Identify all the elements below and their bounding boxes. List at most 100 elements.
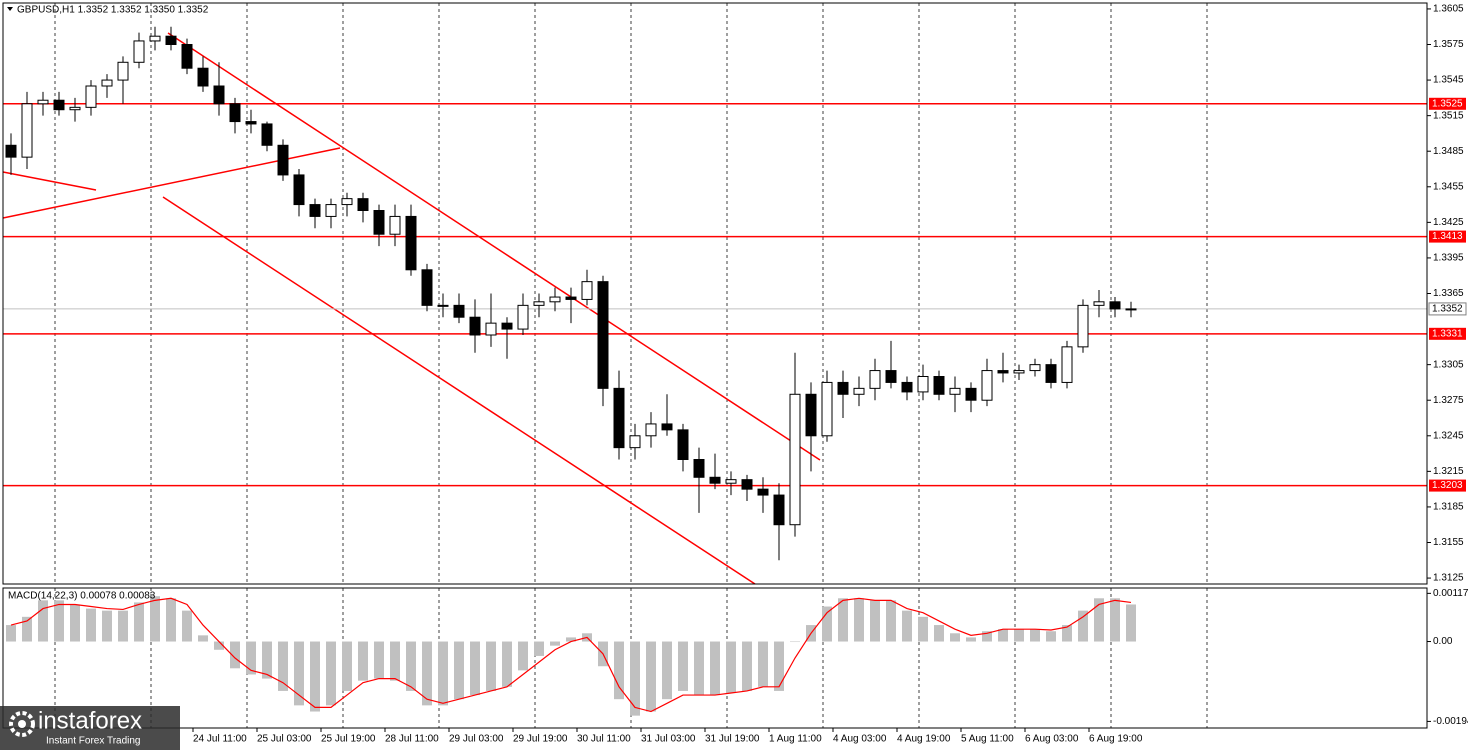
macd-bar — [614, 641, 624, 700]
candle-body — [405, 215, 417, 271]
candle-body — [693, 459, 705, 478]
macd-bar — [998, 629, 1008, 642]
candle-body — [229, 103, 241, 123]
candle-body — [533, 301, 545, 306]
candle-body — [965, 387, 977, 401]
candle-body — [21, 103, 33, 158]
candle-body — [565, 296, 577, 300]
candle-body — [869, 370, 881, 389]
y-tick-label: 1.3485 — [1433, 146, 1464, 157]
macd-bar — [198, 635, 208, 642]
y-tick-label: 0.00 — [1433, 636, 1453, 647]
level-label: 1.3413 — [1432, 231, 1463, 242]
macd-bar — [86, 608, 96, 642]
candle-body — [437, 304, 449, 307]
macd-bar — [918, 616, 928, 642]
candle-body — [661, 423, 673, 431]
y-tick-label: 1.3515 — [1433, 110, 1464, 121]
candle-body — [581, 281, 593, 300]
candle-body — [453, 304, 465, 318]
candle-body — [917, 376, 929, 393]
level-label: 1.3525 — [1432, 98, 1463, 109]
macd-bar — [278, 641, 288, 691]
menu-arrow — [7, 7, 13, 11]
signal-line — [10, 597, 1132, 713]
candle-body — [245, 121, 257, 125]
candle-body — [597, 281, 609, 389]
candle-body — [181, 44, 193, 69]
trend-line — [162, 196, 756, 585]
trend-line — [2, 171, 97, 191]
macd-bar — [390, 641, 400, 681]
candle-body — [613, 387, 625, 449]
candle-body — [1125, 308, 1137, 311]
macd-bar — [342, 641, 352, 691]
macd-bar — [630, 641, 640, 716]
macd-bar — [118, 610, 128, 642]
candle-body — [933, 376, 945, 395]
candle-body — [53, 99, 65, 111]
x-tick-label: 1 Aug 11:00 — [769, 734, 822, 745]
level-label-box — [1429, 479, 1466, 492]
logo-icon — [18, 720, 26, 728]
macd-bar — [1078, 610, 1088, 642]
candle-body — [501, 322, 513, 330]
x-tick-label: 30 Jul 11:00 — [577, 734, 631, 745]
macd-bar — [470, 641, 480, 696]
candle-body — [85, 85, 97, 108]
macd-bar — [886, 600, 896, 642]
y-tick-label: -0.00194 — [1433, 716, 1468, 727]
candle-body — [1109, 301, 1121, 310]
plot-area: 1.3605 1.3575 1.3545 1.3515 1.3485 1.3455 1.34… — [3, 4, 1468, 745]
macd-bar — [982, 631, 992, 642]
x-tick-label: 31 Jul 19:00 — [705, 734, 760, 745]
last-price-box — [1428, 302, 1467, 316]
candle-body — [341, 198, 353, 206]
vertical-grid — [54, 3, 1208, 728]
macd-bar — [1046, 631, 1056, 642]
x-tick-label: 29 Jul 03:00 — [449, 734, 504, 745]
macd-bar — [934, 625, 944, 642]
macd-bar — [646, 641, 656, 712]
y-tick-label: 1.3575 — [1433, 39, 1464, 50]
candle-body — [549, 296, 561, 303]
candle-body — [421, 269, 433, 306]
candle-body — [373, 210, 385, 235]
y-tick-label: 1.3155 — [1433, 537, 1464, 548]
macd-title: MACD(14,22,3) 0.00078 0.00083 — [8, 591, 156, 602]
candle-body — [1029, 364, 1041, 372]
y-tick-label: 1.3185 — [1433, 502, 1464, 513]
level-label: 1.3203 — [1432, 480, 1463, 491]
y-tick-label: 1.3275 — [1433, 395, 1464, 406]
level-label-box — [1429, 327, 1466, 340]
y-tick-label: 1.3365 — [1433, 288, 1464, 299]
macd-bar — [838, 598, 848, 642]
macd-bar — [822, 606, 832, 642]
candle-body — [133, 40, 145, 63]
x-tick-label: 24 Jul 11:00 — [193, 734, 247, 745]
candle-body — [1013, 370, 1025, 374]
macd-bar — [710, 641, 720, 696]
level-label-box — [1429, 97, 1466, 110]
price-frame — [2, 2, 1428, 585]
candle-body — [853, 387, 865, 395]
macd-bar — [1062, 625, 1072, 642]
macd-bar — [726, 641, 736, 693]
candle-body — [309, 204, 321, 217]
macd-bar — [774, 641, 784, 691]
macd-bar — [534, 641, 544, 656]
candle-body — [389, 215, 401, 235]
candle-body — [37, 99, 49, 105]
logo-background — [0, 706, 180, 750]
y-tick-label: 1.3395 — [1433, 253, 1464, 264]
macd-bar — [518, 641, 528, 671]
candle-body — [213, 85, 225, 105]
candle-body — [485, 322, 497, 336]
macd-bar — [454, 641, 464, 700]
macd-bar — [262, 641, 272, 679]
macd-bar — [38, 600, 48, 642]
price-title: GBPUSD,H1 1.3352 1.3352 1.3350 1.3352 — [17, 5, 209, 16]
macd-bar — [550, 641, 560, 646]
macd-bar — [742, 641, 752, 691]
macd-bar — [182, 610, 192, 642]
